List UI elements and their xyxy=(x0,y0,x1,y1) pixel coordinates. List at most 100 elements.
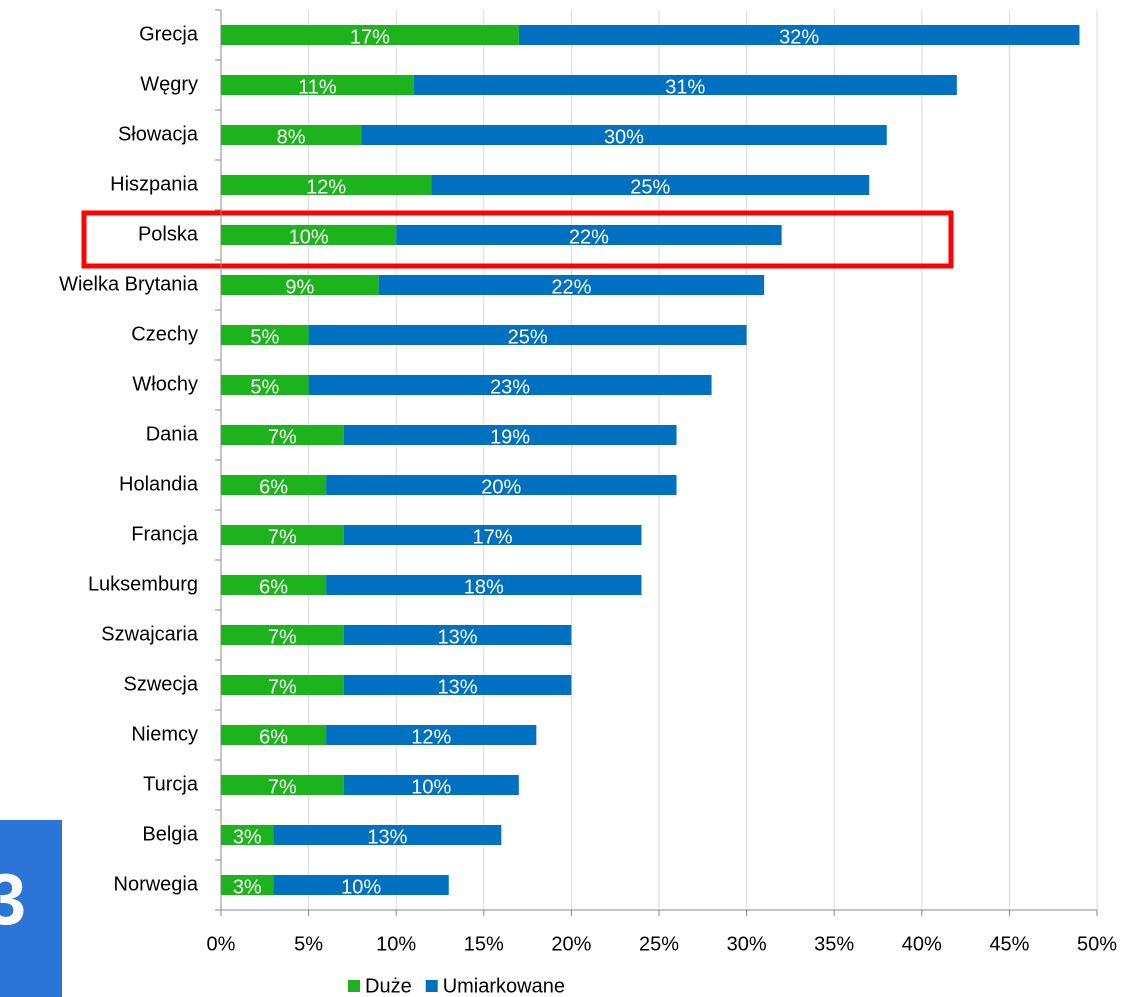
y-tick-label: Szwecja xyxy=(124,673,199,695)
bar-segment xyxy=(221,825,274,845)
data-label: 19% xyxy=(490,426,530,448)
x-tick-label: 50% xyxy=(1077,933,1117,955)
legend-swatch xyxy=(425,980,438,992)
data-label: 6% xyxy=(259,476,288,498)
data-label: 22% xyxy=(551,276,591,298)
bar-segment xyxy=(431,175,870,195)
y-tick-label: Szwajcaria xyxy=(101,623,199,645)
bar-segment xyxy=(361,125,887,145)
data-label: 11% xyxy=(298,76,337,98)
bar-segment xyxy=(326,575,642,595)
data-label: 7% xyxy=(268,676,297,698)
x-tick-label: 30% xyxy=(727,933,767,955)
bar-segment xyxy=(308,325,747,345)
bar-segment xyxy=(396,225,782,245)
y-tick-label: Czechy xyxy=(131,323,198,345)
data-label: 7% xyxy=(268,626,297,648)
data-label: 5% xyxy=(250,326,279,348)
data-label: 10% xyxy=(411,776,451,798)
y-tick-label: Włochy xyxy=(132,373,198,395)
bar-segment xyxy=(343,425,677,445)
bar-segment xyxy=(221,75,414,95)
bar-segment xyxy=(221,425,344,445)
data-label: 32% xyxy=(779,26,819,48)
data-label: 30% xyxy=(604,126,644,148)
y-tick-label: Polska xyxy=(138,223,199,245)
bar-segment xyxy=(221,375,309,395)
data-label: 8% xyxy=(277,126,306,148)
data-label: 3% xyxy=(233,876,262,898)
slide-number: 3 xyxy=(0,860,26,940)
bar-segment xyxy=(221,325,309,345)
bar-segment xyxy=(378,275,765,295)
bar-segment xyxy=(221,575,327,595)
bar-segment xyxy=(221,25,519,45)
y-tick-label: Turcja xyxy=(143,773,199,795)
bar-segment xyxy=(343,775,519,795)
y-tick-label: Słowacja xyxy=(118,123,199,145)
data-label: 17% xyxy=(473,526,513,548)
legend-swatch xyxy=(348,980,360,992)
bar-segment xyxy=(221,625,344,645)
x-tick-label: 0% xyxy=(207,933,236,955)
x-tick-label: 35% xyxy=(814,933,854,955)
data-label: 25% xyxy=(630,176,670,198)
bar-segment xyxy=(413,75,957,95)
bar-segment xyxy=(221,725,327,745)
data-label: 31% xyxy=(665,76,705,98)
bar-segment xyxy=(221,275,379,295)
data-label: 12% xyxy=(411,726,451,748)
x-tick-label: 20% xyxy=(551,933,591,955)
y-tick-label: Niemcy xyxy=(131,723,198,745)
x-tick-label: 40% xyxy=(902,933,942,955)
data-label: 13% xyxy=(438,626,478,648)
bar-segment xyxy=(518,25,1080,45)
x-tick-label: 10% xyxy=(376,933,416,955)
data-label: 10% xyxy=(289,226,329,248)
y-tick-label: Holandia xyxy=(119,473,199,495)
y-tick-label: Hiszpania xyxy=(110,173,199,195)
data-label: 22% xyxy=(569,226,609,248)
data-label: 3% xyxy=(233,826,262,848)
y-tick-label: Francja xyxy=(131,523,199,545)
data-label: 9% xyxy=(285,276,314,298)
x-tick-label: 45% xyxy=(989,933,1029,955)
x-tick-label: 5% xyxy=(294,933,323,955)
data-label: 18% xyxy=(464,576,504,598)
y-tick-label: Norwegia xyxy=(114,873,199,895)
data-label: 23% xyxy=(490,376,530,398)
bar-segment xyxy=(308,375,712,395)
data-label: 7% xyxy=(268,526,297,548)
x-tick-label: 25% xyxy=(639,933,679,955)
data-label: 13% xyxy=(367,826,407,848)
bar-segment xyxy=(326,475,677,495)
y-tick-label: Węgry xyxy=(140,73,198,95)
bar-segment xyxy=(343,675,572,695)
x-tick-label: 15% xyxy=(464,933,504,955)
legend-label: Duże xyxy=(365,975,412,997)
y-tick-label: Wielka Brytania xyxy=(59,273,199,295)
data-label: 17% xyxy=(350,26,390,48)
bar-segment xyxy=(273,875,449,895)
y-tick-label: Belgia xyxy=(142,823,198,845)
bar-segment xyxy=(221,675,344,695)
bar-segment xyxy=(221,775,344,795)
data-label: 5% xyxy=(250,376,279,398)
slide-number-box xyxy=(0,820,62,997)
bar-segment xyxy=(221,875,274,895)
data-label: 13% xyxy=(438,676,478,698)
bar-segment xyxy=(326,725,537,745)
data-label: 25% xyxy=(508,326,548,348)
data-label: 10% xyxy=(341,876,381,898)
legend-label: Umiarkowane xyxy=(443,975,565,997)
bar-segment xyxy=(221,125,362,145)
data-label: 7% xyxy=(268,776,297,798)
data-label: 6% xyxy=(259,576,288,598)
y-tick-label: Dania xyxy=(146,423,199,445)
bar-segment xyxy=(221,525,344,545)
data-label: 7% xyxy=(268,426,297,448)
y-tick-label: Luksemburg xyxy=(88,573,198,595)
data-label: 6% xyxy=(259,726,288,748)
data-label: 12% xyxy=(306,176,346,198)
